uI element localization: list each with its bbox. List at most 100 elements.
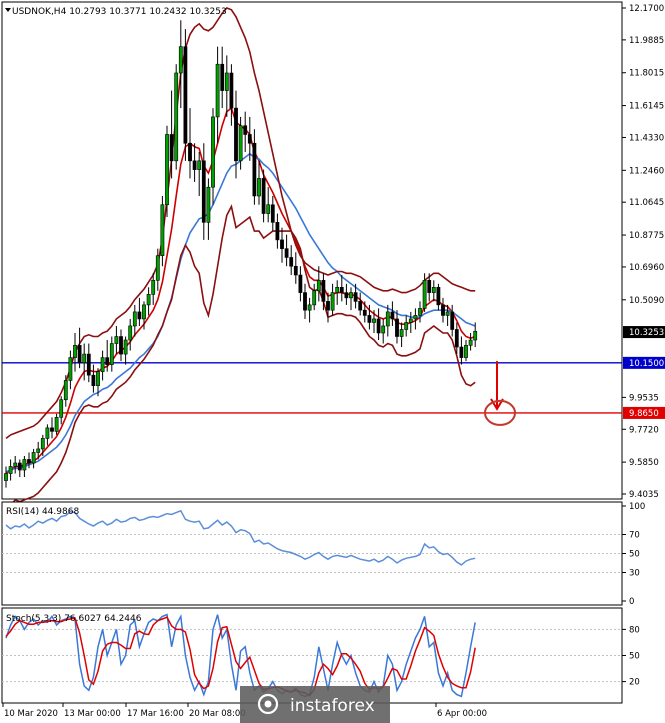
candle xyxy=(395,310,399,344)
candle xyxy=(4,466,8,488)
candle xyxy=(142,301,146,330)
candle-body-up xyxy=(431,287,436,293)
candle xyxy=(91,364,96,393)
candle-body-up xyxy=(151,279,156,295)
candle-body-down xyxy=(358,301,363,311)
candle-body-down xyxy=(234,107,238,162)
candle-body-up xyxy=(174,72,179,162)
candle xyxy=(293,252,298,284)
candle-body-down xyxy=(77,344,82,364)
candle-body-up xyxy=(4,473,8,481)
candle-body-down xyxy=(183,46,188,144)
indicator-tick-label: 50 xyxy=(629,652,640,662)
candle xyxy=(119,329,123,362)
candle xyxy=(358,292,363,316)
candle xyxy=(441,297,445,323)
candle xyxy=(146,287,151,316)
candle xyxy=(54,413,59,435)
candle-body-up xyxy=(54,417,59,432)
candle-body-down xyxy=(436,287,441,306)
candle-body-up xyxy=(13,462,18,467)
price-tick-label: 11.0645 xyxy=(629,198,664,208)
candle xyxy=(86,343,91,383)
candle xyxy=(22,455,27,478)
candle xyxy=(464,340,468,362)
target-circle-icon xyxy=(484,399,516,426)
candle xyxy=(109,336,114,372)
candle-body-up xyxy=(312,290,317,306)
candle-body-down xyxy=(261,178,266,214)
candle-body-up xyxy=(128,325,133,341)
current-price-box xyxy=(623,326,665,339)
candle-body-down xyxy=(367,315,372,323)
candle-body-up xyxy=(473,330,478,341)
candle xyxy=(312,283,317,311)
candle xyxy=(376,308,381,341)
price-tick-label: 10.8775 xyxy=(629,231,664,241)
candle-body-up xyxy=(31,452,36,464)
candle-body-up xyxy=(224,72,229,91)
price-tick-label: 9.4035 xyxy=(629,490,659,500)
candle xyxy=(247,116,252,161)
candle-body-up xyxy=(445,311,450,316)
candle-body-up xyxy=(408,318,413,323)
candle-body-down xyxy=(280,239,284,249)
candle xyxy=(183,29,188,161)
level-label-1: 9.8650 xyxy=(629,409,659,419)
candle-body-up xyxy=(464,344,468,358)
candle-body-down xyxy=(454,329,459,348)
candle xyxy=(349,287,353,311)
candle xyxy=(459,336,464,365)
candle xyxy=(353,283,358,309)
candle-body-up xyxy=(381,325,386,334)
current-price-label: 10.3253 xyxy=(629,328,664,338)
candle xyxy=(399,322,404,348)
candle-body-up xyxy=(307,304,312,311)
candle xyxy=(454,322,459,355)
candle-body-up xyxy=(59,399,64,418)
indicator-tick-label: 20 xyxy=(629,678,640,688)
candle xyxy=(169,90,174,179)
candle xyxy=(450,304,455,337)
candle-body-down xyxy=(247,134,252,144)
candle xyxy=(192,143,197,182)
indicator-tick-label: 30 xyxy=(629,569,640,579)
main-chart-title: USDNOK,H4 10.2793 10.3771 10.2432 10.325… xyxy=(12,7,227,17)
candle xyxy=(404,315,409,337)
candle-body-up xyxy=(68,357,73,381)
candle xyxy=(31,448,36,469)
price-tick-label: 9.7720 xyxy=(629,425,659,435)
candle-body-down xyxy=(303,292,307,311)
candle-body-up xyxy=(100,357,105,372)
candle-body-up xyxy=(418,308,422,316)
indicator-line xyxy=(5,509,476,566)
candle-body-up xyxy=(22,459,27,471)
candle-body-down xyxy=(321,279,326,302)
candle xyxy=(123,336,128,365)
candle xyxy=(234,90,238,179)
candle-body-up xyxy=(114,336,119,344)
indicator-line xyxy=(5,613,476,698)
candle-body-down xyxy=(91,374,96,386)
time-axis: 10 Mar 2020 13 Mar 00:00 17 Mar 16:00 20 Ma… xyxy=(2,703,487,719)
candle-body-up xyxy=(238,125,243,162)
candle xyxy=(178,20,183,109)
candle xyxy=(280,227,284,263)
candle xyxy=(408,311,413,333)
candle xyxy=(201,143,206,240)
price-tick-label: 9.5850 xyxy=(629,458,659,468)
candle-body-up xyxy=(36,448,41,453)
candle-body-up xyxy=(109,343,114,365)
rsi-title: RSI(14) 44.9868 xyxy=(6,507,79,517)
candle-body-up xyxy=(73,344,77,358)
candle-body-up xyxy=(40,438,45,450)
indicator-tick-label: 0 xyxy=(629,597,634,607)
price-tick-label: 10.6960 xyxy=(629,263,664,273)
candle xyxy=(206,178,211,240)
indicator-tick-label: 80 xyxy=(629,625,640,635)
candle xyxy=(82,343,87,381)
candle-body-down xyxy=(27,459,31,464)
candle xyxy=(422,273,427,312)
candle xyxy=(96,368,100,397)
